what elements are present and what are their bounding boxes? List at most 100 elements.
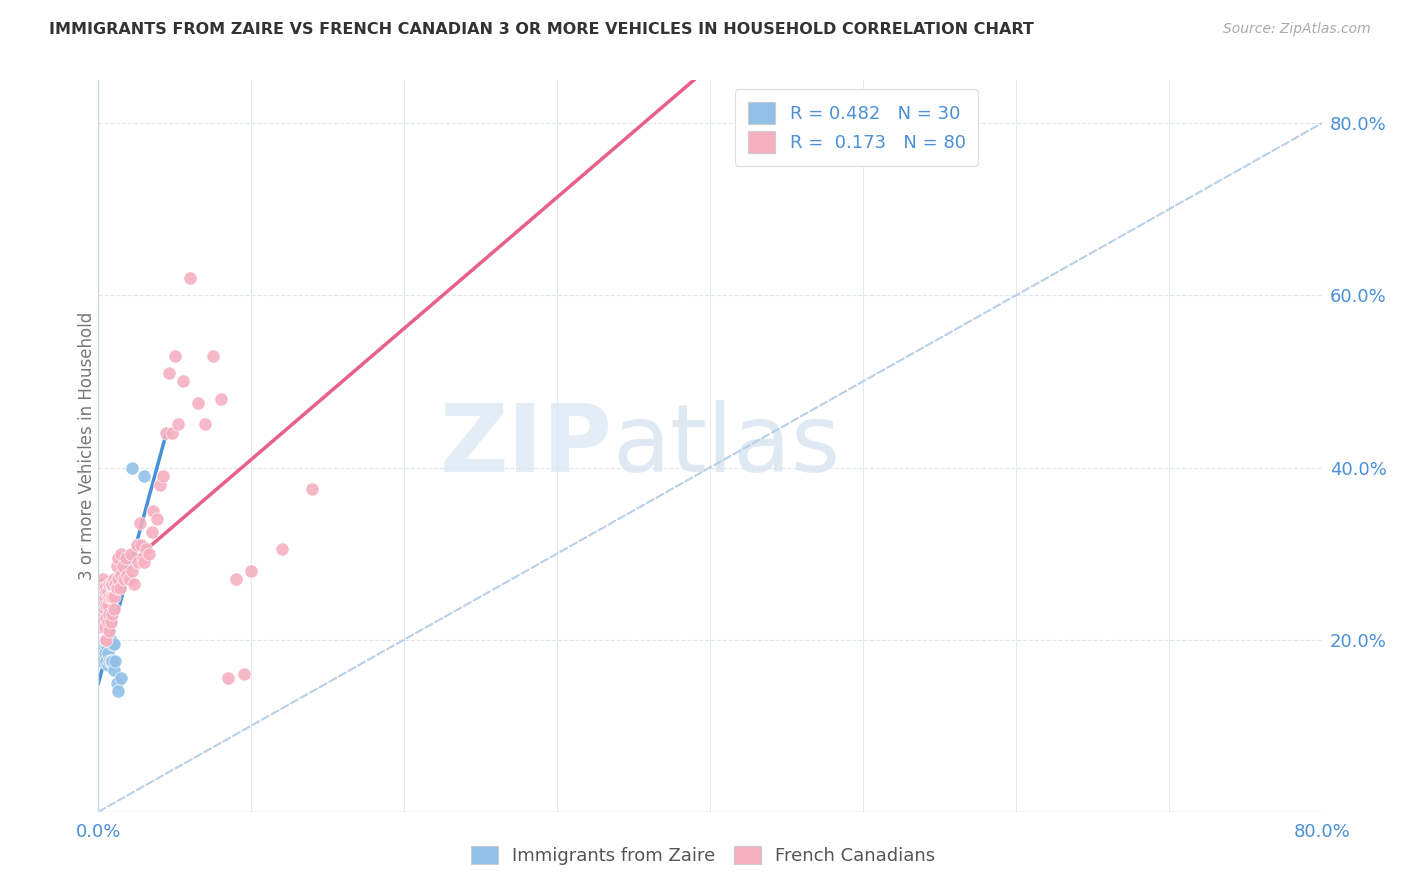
Text: Source: ZipAtlas.com: Source: ZipAtlas.com: [1223, 22, 1371, 37]
Point: [217, 671, 239, 685]
Point: [103, 573, 125, 587]
Point: [94, 632, 117, 647]
Point: [132, 550, 155, 565]
Point: [91, 654, 114, 668]
Point: [94, 585, 117, 599]
Point: [100, 576, 122, 591]
Point: [101, 576, 124, 591]
Point: [91, 615, 114, 630]
Point: [134, 555, 156, 569]
Point: [90, 607, 112, 621]
Point: [202, 349, 225, 363]
Text: atlas: atlas: [612, 400, 841, 492]
Point: [110, 568, 132, 582]
Point: [103, 663, 125, 677]
Point: [232, 667, 254, 681]
Point: [128, 516, 150, 531]
Point: [91, 573, 114, 587]
Point: [120, 547, 142, 561]
Point: [155, 426, 177, 441]
Point: [100, 632, 122, 647]
Point: [301, 482, 323, 496]
Point: [93, 632, 115, 647]
Point: [93, 590, 115, 604]
Point: [98, 607, 121, 621]
Point: [103, 602, 125, 616]
Point: [93, 602, 115, 616]
Point: [94, 654, 117, 668]
Point: [100, 654, 122, 668]
Point: [160, 426, 183, 441]
Point: [101, 637, 124, 651]
Point: [97, 585, 120, 599]
Point: [91, 620, 114, 634]
Point: [225, 573, 247, 587]
Point: [105, 559, 128, 574]
Point: [91, 594, 114, 608]
Point: [125, 538, 148, 552]
Point: [90, 654, 112, 668]
Point: [142, 503, 165, 517]
Point: [108, 581, 131, 595]
Point: [117, 568, 139, 582]
Point: [94, 637, 117, 651]
Point: [270, 542, 292, 557]
Point: [98, 654, 121, 668]
Point: [103, 590, 125, 604]
Point: [105, 675, 128, 690]
Point: [93, 646, 115, 660]
Point: [163, 349, 186, 363]
Point: [97, 658, 120, 673]
Point: [103, 637, 125, 651]
Point: [187, 396, 209, 410]
Point: [172, 375, 194, 389]
Point: [93, 620, 115, 634]
Point: [141, 524, 163, 539]
Point: [107, 684, 129, 698]
Point: [115, 550, 138, 565]
Point: [94, 598, 117, 612]
Point: [157, 366, 180, 380]
Point: [101, 654, 124, 668]
Text: IMMIGRANTS FROM ZAIRE VS FRENCH CANADIAN 3 OR MORE VEHICLES IN HOUSEHOLD CORRELA: IMMIGRANTS FROM ZAIRE VS FRENCH CANADIAN…: [49, 22, 1033, 37]
Legend: Immigrants from Zaire, French Canadians: Immigrants from Zaire, French Canadians: [461, 837, 945, 874]
Point: [90, 594, 112, 608]
Point: [98, 607, 121, 621]
Point: [94, 632, 117, 647]
Point: [110, 547, 132, 561]
Point: [111, 559, 134, 574]
Point: [121, 460, 143, 475]
Point: [105, 581, 128, 595]
Point: [107, 573, 129, 587]
Point: [98, 576, 121, 591]
Point: [90, 637, 112, 651]
Point: [104, 576, 127, 591]
Point: [97, 598, 120, 612]
Point: [93, 581, 115, 595]
Point: [100, 590, 122, 604]
Point: [94, 611, 117, 625]
Legend: R = 0.482   N = 30, R =  0.173   N = 80: R = 0.482 N = 30, R = 0.173 N = 80: [735, 89, 979, 166]
Point: [101, 607, 124, 621]
Point: [135, 542, 157, 557]
Point: [240, 564, 263, 578]
Text: ZIP: ZIP: [439, 400, 612, 492]
Point: [101, 590, 124, 604]
Point: [104, 654, 127, 668]
Point: [122, 576, 145, 591]
Point: [152, 469, 174, 483]
Point: [115, 555, 138, 569]
Point: [138, 547, 160, 561]
Point: [90, 585, 112, 599]
Point: [98, 590, 121, 604]
Point: [98, 585, 121, 599]
Point: [98, 576, 121, 591]
Point: [118, 573, 141, 587]
Point: [100, 615, 122, 630]
Point: [145, 512, 167, 526]
Point: [134, 469, 156, 483]
Point: [93, 615, 115, 630]
Point: [98, 624, 121, 638]
Point: [97, 632, 120, 647]
Point: [179, 271, 201, 285]
